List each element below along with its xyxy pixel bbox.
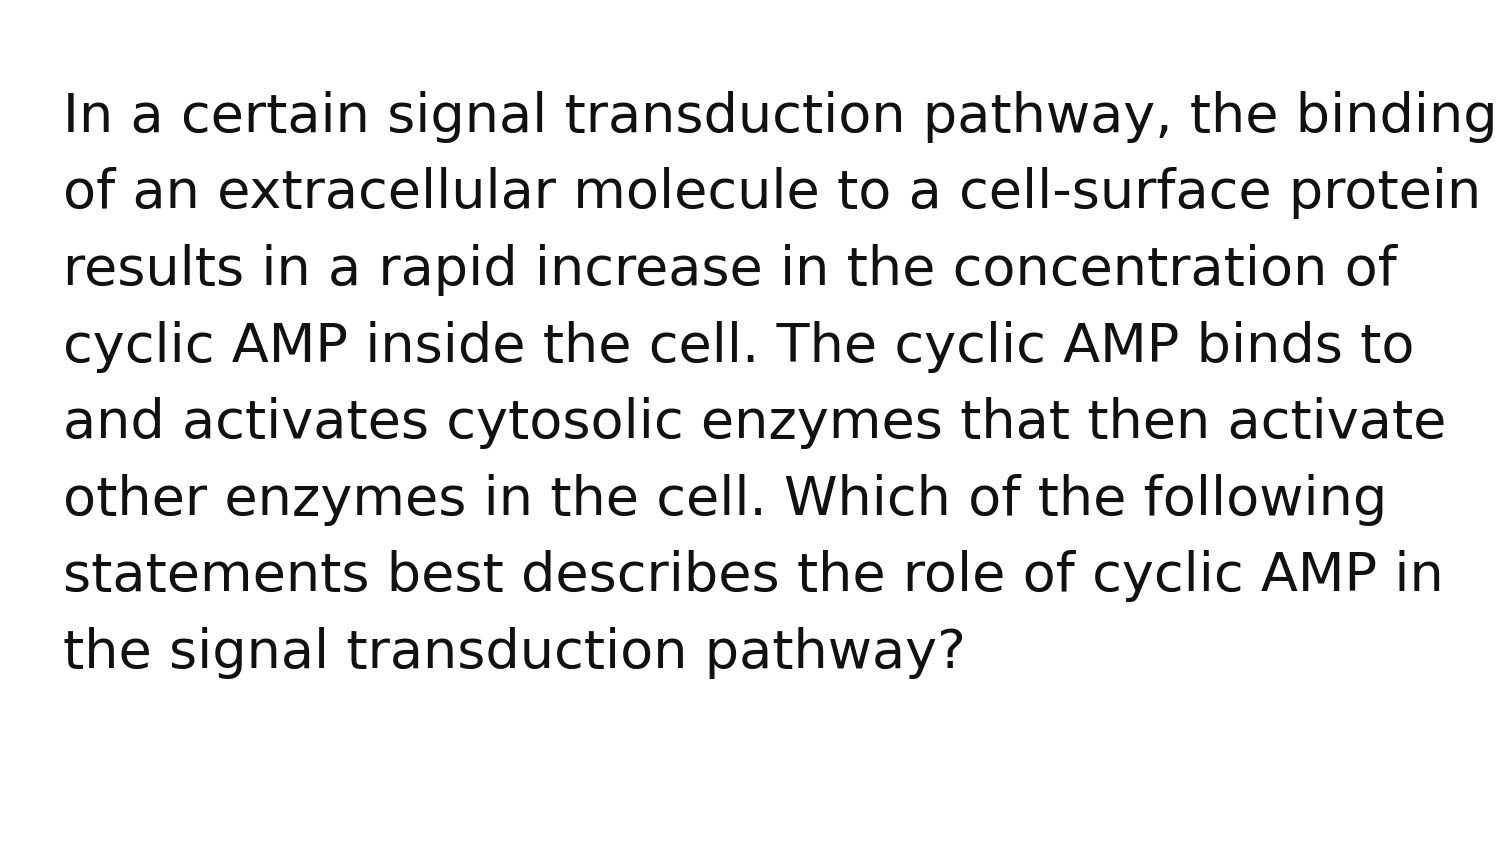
Text: In a certain signal transduction pathway, the binding
of an extracellular molecu: In a certain signal transduction pathway… [63, 91, 1497, 679]
